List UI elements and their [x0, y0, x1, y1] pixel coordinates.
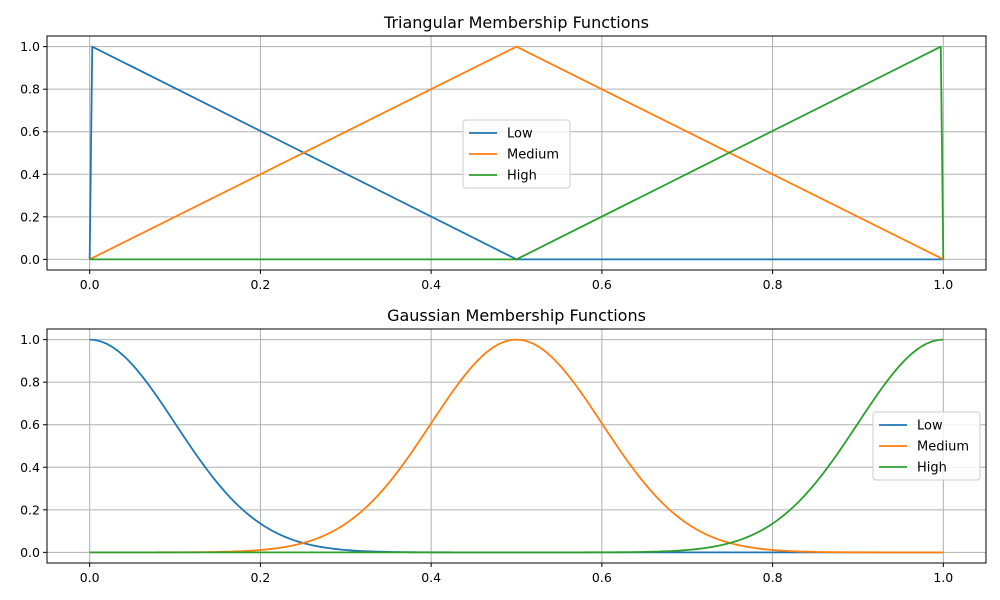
legend-label-low: Low	[507, 127, 533, 142]
legend-label-medium: Medium	[917, 440, 969, 455]
y-tick-label: 1.0	[20, 39, 40, 54]
y-tick-label: 0.0	[20, 545, 40, 560]
chart-title: Triangular Membership Functions	[383, 13, 649, 32]
x-tick-label: 0.6	[592, 570, 612, 585]
legend-label-high: High	[507, 169, 537, 184]
legend: Low Medium High	[462, 119, 571, 189]
y-tick-label: 0.2	[20, 209, 40, 224]
y-tick-label: 0.2	[20, 502, 40, 517]
axes-frame	[46, 35, 987, 271]
axes-frame	[46, 328, 987, 564]
legend-label-low: Low	[917, 419, 943, 434]
x-tick-label: 0.0	[80, 277, 100, 292]
y-tick-label: 0.6	[20, 417, 40, 432]
series-line-high	[89, 338, 944, 554]
y-tick-label: 0.0	[20, 252, 40, 267]
x-tick-label: 0.4	[421, 277, 441, 292]
subplot-1: 0.0 0.2 0.4 0.6 0.8 1.0 0.0 0.2 0.4 0.6 0.8 1.0 Tria…	[20, 13, 987, 292]
y-tick-label: 0.8	[20, 375, 40, 390]
chart-title: Gaussian Membership Functions	[387, 306, 646, 325]
legend-label-high: High	[917, 461, 947, 476]
legend-label-medium: Medium	[507, 148, 559, 163]
x-tick-label: 0.6	[592, 277, 612, 292]
x-tick-label: 0.4	[421, 570, 441, 585]
x-tick-label: 1.0	[933, 570, 953, 585]
legend-box	[462, 119, 571, 189]
y-tick-label: 0.4	[20, 167, 40, 182]
x-tick-label: 0.8	[763, 277, 783, 292]
x-tick-label: 1.0	[933, 277, 953, 292]
subplot-2: 0.0 0.2 0.4 0.6 0.8 1.0 0.0 0.2 0.4 0.6 0.8 1.0 Gaus…	[20, 306, 987, 585]
y-tick-label: 1.0	[20, 332, 40, 347]
x-tick-label: 0.2	[250, 570, 270, 585]
x-tick-label: 0.0	[80, 570, 100, 585]
legend-box	[872, 411, 981, 481]
y-tick-label: 0.8	[20, 82, 40, 97]
legend: Low Medium High	[872, 411, 981, 481]
y-tick-label: 0.6	[20, 124, 40, 139]
x-tick-label: 0.2	[250, 277, 270, 292]
series-line-medium	[89, 45, 944, 261]
series-line-high	[89, 45, 945, 261]
y-tick-label: 0.4	[20, 460, 40, 475]
x-tick-label: 0.8	[763, 570, 783, 585]
